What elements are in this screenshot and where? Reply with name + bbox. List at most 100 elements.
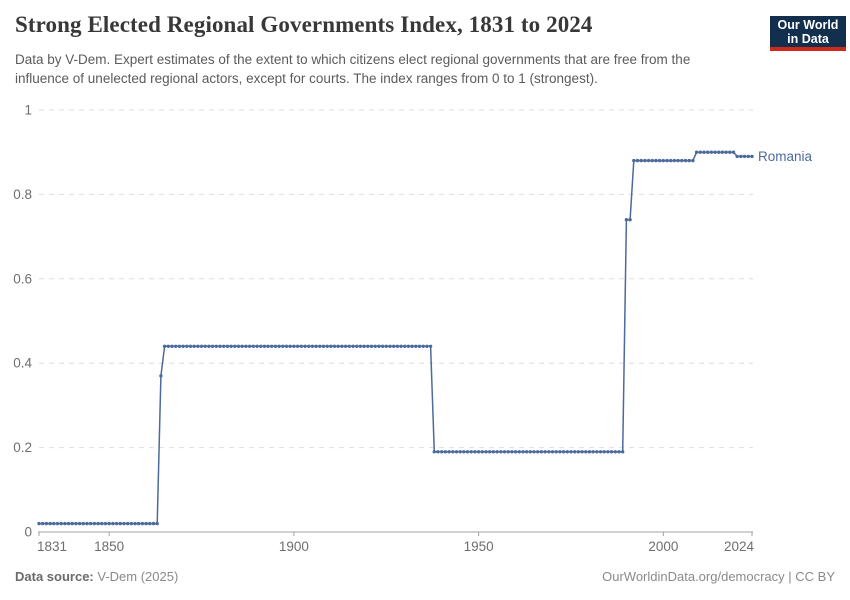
data-point[interactable]: [203, 344, 207, 348]
data-point[interactable]: [491, 450, 496, 454]
data-point[interactable]: [713, 150, 717, 154]
data-point[interactable]: [377, 344, 381, 348]
data-point[interactable]: [587, 450, 592, 454]
data-point[interactable]: [502, 450, 507, 454]
data-point[interactable]: [480, 450, 484, 454]
data-point[interactable]: [417, 344, 422, 348]
data-point[interactable]: [262, 344, 267, 348]
data-point[interactable]: [273, 344, 278, 348]
data-point[interactable]: [465, 450, 470, 454]
data-point[interactable]: [218, 344, 222, 348]
data-point[interactable]: [609, 450, 614, 454]
data-point[interactable]: [277, 344, 281, 348]
data-point[interactable]: [698, 150, 702, 154]
data-point[interactable]: [81, 521, 86, 526]
data-point[interactable]: [565, 450, 569, 454]
data-point[interactable]: [44, 521, 49, 526]
data-point[interactable]: [595, 450, 599, 454]
data-point[interactable]: [384, 344, 388, 348]
data-point[interactable]: [140, 521, 145, 526]
data-point[interactable]: [148, 521, 152, 526]
data-point[interactable]: [207, 344, 211, 348]
data-point[interactable]: [137, 521, 141, 526]
data-point[interactable]: [251, 344, 255, 348]
data-point[interactable]: [432, 450, 436, 454]
data-point[interactable]: [225, 344, 230, 348]
data-point[interactable]: [70, 521, 74, 526]
data-point[interactable]: [281, 344, 285, 348]
data-point[interactable]: [126, 521, 130, 526]
data-point[interactable]: [436, 450, 440, 454]
data-point[interactable]: [602, 450, 606, 454]
data-point[interactable]: [683, 158, 688, 163]
data-point[interactable]: [295, 344, 300, 348]
data-point[interactable]: [694, 150, 699, 154]
data-point[interactable]: [347, 344, 351, 348]
data-point[interactable]: [495, 450, 499, 454]
data-point[interactable]: [318, 344, 322, 348]
data-point[interactable]: [635, 158, 640, 163]
data-point[interactable]: [462, 450, 466, 454]
data-point[interactable]: [709, 150, 714, 154]
data-point[interactable]: [488, 450, 492, 454]
data-point[interactable]: [103, 521, 108, 526]
data-point[interactable]: [380, 344, 385, 348]
data-point[interactable]: [114, 521, 119, 526]
data-point[interactable]: [122, 521, 126, 526]
data-point[interactable]: [628, 218, 632, 222]
data-point[interactable]: [288, 344, 292, 348]
data-point[interactable]: [236, 344, 241, 348]
data-point[interactable]: [303, 344, 307, 348]
data-point[interactable]: [174, 344, 178, 348]
data-point[interactable]: [742, 154, 747, 159]
data-point[interactable]: [598, 450, 603, 454]
data-point[interactable]: [717, 150, 721, 154]
data-point[interactable]: [750, 154, 754, 159]
data-point[interactable]: [336, 344, 340, 348]
data-point[interactable]: [443, 450, 448, 454]
data-point[interactable]: [247, 344, 252, 348]
data-point[interactable]: [92, 521, 97, 526]
data-point[interactable]: [513, 450, 518, 454]
data-point[interactable]: [510, 450, 514, 454]
data-point[interactable]: [118, 521, 123, 526]
data-point[interactable]: [528, 450, 532, 454]
data-point[interactable]: [561, 450, 566, 454]
data-point[interactable]: [558, 450, 562, 454]
data-point[interactable]: [321, 344, 326, 348]
data-point[interactable]: [739, 154, 743, 159]
data-point[interactable]: [639, 158, 643, 163]
data-point[interactable]: [687, 158, 691, 163]
data-point[interactable]: [229, 344, 233, 348]
data-point[interactable]: [222, 344, 226, 348]
data-point[interactable]: [74, 521, 78, 526]
data-point[interactable]: [48, 521, 52, 526]
data-point[interactable]: [369, 344, 374, 348]
data-point[interactable]: [746, 154, 750, 159]
data-point[interactable]: [52, 521, 56, 526]
data-point[interactable]: [107, 521, 111, 526]
data-point[interactable]: [469, 450, 473, 454]
data-point[interactable]: [410, 344, 414, 348]
data-point[interactable]: [657, 158, 662, 163]
data-point[interactable]: [569, 450, 573, 454]
data-point[interactable]: [100, 521, 104, 526]
data-point[interactable]: [440, 450, 444, 454]
data-point[interactable]: [669, 158, 673, 163]
data-point[interactable]: [358, 344, 363, 348]
data-point[interactable]: [185, 344, 189, 348]
data-point[interactable]: [133, 521, 137, 526]
data-point[interactable]: [166, 344, 170, 348]
data-point[interactable]: [499, 450, 503, 454]
data-point[interactable]: [576, 450, 581, 454]
data-point[interactable]: [310, 344, 315, 348]
data-point[interactable]: [366, 344, 370, 348]
data-point[interactable]: [425, 344, 429, 348]
data-point[interactable]: [617, 450, 621, 454]
data-point[interactable]: [355, 344, 359, 348]
data-point[interactable]: [399, 344, 403, 348]
data-point[interactable]: [170, 344, 174, 348]
data-point[interactable]: [159, 374, 163, 378]
data-point[interactable]: [580, 450, 584, 454]
